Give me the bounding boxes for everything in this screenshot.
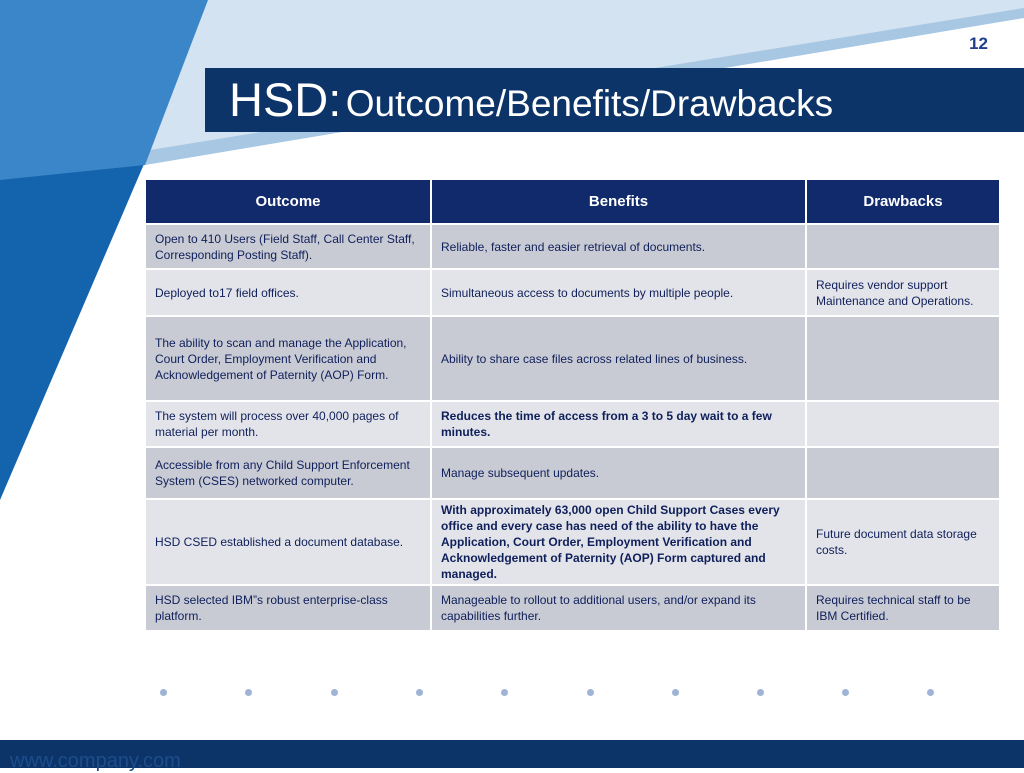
table-row: Deployed to17 field offices. Simultaneou… bbox=[144, 268, 1001, 317]
table-header-row: Outcome Benefits Drawbacks bbox=[144, 178, 1001, 225]
dot-icon bbox=[757, 689, 764, 696]
cell-benefit: Manage subsequent updates. bbox=[430, 446, 807, 500]
outcome-table: Outcome Benefits Drawbacks Open to 410 U… bbox=[144, 178, 1001, 632]
title-bar: HSD: Outcome/Benefits/Drawbacks bbox=[205, 68, 1024, 132]
cell-drawback: Requires vendor support Maintenance and … bbox=[805, 268, 1001, 317]
table-row: HSD selected IBM”s robust enterprise-cla… bbox=[144, 584, 1001, 632]
dot-icon bbox=[501, 689, 508, 696]
dark-blue-wedge bbox=[0, 150, 150, 500]
dot-icon bbox=[416, 689, 423, 696]
dot-icon bbox=[245, 689, 252, 696]
header-benefits: Benefits bbox=[430, 178, 807, 225]
table-row: HSD CSED established a document database… bbox=[144, 498, 1001, 586]
dot-icon bbox=[331, 689, 338, 696]
table-row: Open to 410 Users (Field Staff, Call Cen… bbox=[144, 223, 1001, 270]
dot-icon bbox=[587, 689, 594, 696]
title-sub: Outcome/Benefits/Drawbacks bbox=[345, 83, 834, 124]
cell-benefit: Ability to share case files across relat… bbox=[430, 315, 807, 402]
table-row: The system will process over 40,000 page… bbox=[144, 400, 1001, 448]
cell-outcome: Accessible from any Child Support Enforc… bbox=[144, 446, 432, 500]
decorative-dots bbox=[0, 689, 1024, 699]
cell-drawback bbox=[805, 315, 1001, 402]
cell-drawback bbox=[805, 400, 1001, 448]
cell-benefit: Reliable, faster and easier retrieval of… bbox=[430, 223, 807, 270]
cell-benefit: Reduces the time of access from a 3 to 5… bbox=[430, 400, 807, 448]
cell-outcome: HSD CSED established a document database… bbox=[144, 498, 432, 586]
table-row: Accessible from any Child Support Enforc… bbox=[144, 446, 1001, 500]
dot-icon bbox=[160, 689, 167, 696]
footer-url: www.company.com bbox=[10, 750, 181, 772]
header-outcome: Outcome bbox=[144, 178, 432, 225]
dot-icon bbox=[672, 689, 679, 696]
footer-bar: www.company.com bbox=[0, 740, 1024, 772]
cell-benefit: Manageable to rollout to additional user… bbox=[430, 584, 807, 632]
cell-outcome: The ability to scan and manage the Appli… bbox=[144, 315, 432, 402]
cell-benefit: Simultaneous access to documents by mult… bbox=[430, 268, 807, 317]
cell-outcome: HSD selected IBM”s robust enterprise-cla… bbox=[144, 584, 432, 632]
header-drawbacks: Drawbacks bbox=[805, 178, 1001, 225]
cell-outcome: The system will process over 40,000 page… bbox=[144, 400, 432, 448]
slide-number: 12 bbox=[969, 34, 988, 53]
dot-icon bbox=[927, 689, 934, 696]
cell-drawback: Requires technical staff to be IBM Certi… bbox=[805, 584, 1001, 632]
cell-benefit: With approximately 63,000 open Child Sup… bbox=[430, 498, 807, 586]
dot-icon bbox=[842, 689, 849, 696]
mid-blue-wedge bbox=[0, 0, 208, 180]
title-main: HSD: bbox=[229, 73, 342, 126]
cell-drawback bbox=[805, 223, 1001, 270]
slide-title: HSD: Outcome/Benefits/Drawbacks bbox=[229, 72, 833, 140]
cell-outcome: Deployed to17 field offices. bbox=[144, 268, 432, 317]
cell-drawback: Future document data storage costs. bbox=[805, 498, 1001, 586]
table-row: The ability to scan and manage the Appli… bbox=[144, 315, 1001, 402]
cell-drawback bbox=[805, 446, 1001, 500]
cell-outcome: Open to 410 Users (Field Staff, Call Cen… bbox=[144, 223, 432, 270]
